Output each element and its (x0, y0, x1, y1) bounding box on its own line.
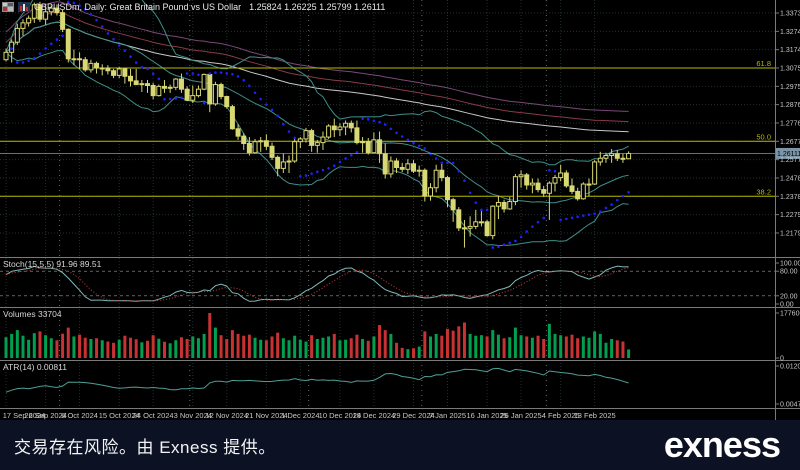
svg-text:21 Nov 2024: 21 Nov 2024 (245, 411, 288, 420)
bar-chart-icon[interactable] (18, 1, 30, 12)
svg-text:1.29755: 1.29755 (780, 84, 800, 91)
volumes-pane (4, 313, 631, 358)
candles (3, 1, 632, 248)
current-price-line: 1.26111 (0, 147, 800, 159)
svg-text:61.8: 61.8 (756, 59, 771, 68)
stoch-indicator-label: Stoch(15,5,5) 91.96 89.51 (3, 259, 102, 269)
svg-text:17 Sep 2024: 17 Sep 2024 (3, 411, 46, 420)
svg-text:50.0: 50.0 (756, 132, 771, 141)
svg-text:29 Dec 2024: 29 Dec 2024 (392, 411, 435, 420)
svg-text:20.00: 20.00 (780, 293, 798, 300)
svg-text:1.26770: 1.26770 (780, 139, 800, 146)
atr-pane (5, 367, 629, 393)
volumes-indicator-label: Volumes 33704 (3, 309, 62, 319)
svg-text:16 Jan 2025: 16 Jan 2025 (466, 411, 507, 420)
symbol-title: GBPUSDm, Daily: Great Britain Pound vs U… (34, 1, 242, 12)
svg-text:26 Sep 2024: 26 Sep 2024 (24, 411, 67, 420)
chart-window-icon[interactable] (2, 1, 14, 12)
svg-text:15 Oct 2024: 15 Oct 2024 (99, 411, 140, 420)
chart-title-bar: GBPUSDm, Daily: Great Britain Pound vs U… (2, 1, 385, 12)
svg-text:3 Nov 2024: 3 Nov 2024 (174, 411, 212, 420)
atr-indicator-label: ATR(14) 0.00811 (3, 362, 67, 372)
svg-text:80.00: 80.00 (780, 269, 798, 276)
svg-text:1.28760: 1.28760 (780, 102, 800, 109)
svg-text:1.23785: 1.23785 (780, 194, 800, 201)
fibonacci-levels: 61.8 50.0 38.2 (0, 59, 775, 197)
svg-text:12 Nov 2024: 12 Nov 2024 (205, 411, 248, 420)
chart-area[interactable]: 61.8 50.0 38.2 1.26111 1.33735 1.32740 1.31745… (0, 0, 800, 420)
svg-text:1 Dec 2024: 1 Dec 2024 (281, 411, 319, 420)
svg-text:13 Feb 2025: 13 Feb 2025 (574, 411, 616, 420)
svg-text:7 Jan 2025: 7 Jan 2025 (429, 411, 466, 420)
price-axis-labels: 1.33735 1.32740 1.31745 1.30750 1.29755 1.287… (775, 11, 800, 409)
svg-text:4 Feb 2025: 4 Feb 2025 (542, 411, 580, 420)
price-chart-canvas[interactable]: 61.8 50.0 38.2 1.26111 1.33735 1.32740 1.31745… (0, 0, 800, 420)
svg-text:10 Dec 2024: 10 Dec 2024 (319, 411, 362, 420)
bollinger-bands (5, 0, 629, 246)
grid (0, 0, 775, 408)
svg-text:19 Dec 2024: 19 Dec 2024 (353, 411, 396, 420)
svg-text:26 Jan 2025: 26 Jan 2025 (500, 411, 541, 420)
svg-text:6 Oct 2024: 6 Oct 2024 (61, 411, 98, 420)
stochastic-pane (0, 265, 775, 302)
svg-text:1.32740: 1.32740 (780, 29, 800, 36)
svg-text:1.26111: 1.26111 (777, 151, 800, 158)
axes (0, 0, 800, 420)
parabolic-sar (10, 0, 630, 249)
svg-text:1.27765: 1.27765 (780, 120, 800, 127)
exness-logo[interactable]: exness (663, 424, 781, 465)
svg-text:1.30750: 1.30750 (780, 65, 800, 72)
svg-text:1.31745: 1.31745 (780, 47, 800, 54)
ohlc-values: 1.25824 1.26225 1.25799 1.26111 (249, 1, 386, 12)
risk-disclaimer-text: 交易存在风险。由 Exness 提供。 (14, 437, 276, 457)
svg-text:38.2: 38.2 (756, 187, 771, 196)
footer-bar: 交易存在风险。由 Exness 提供。 exness (0, 420, 800, 470)
svg-text:1.22790: 1.22790 (780, 212, 800, 219)
svg-text:1.25775: 1.25775 (780, 157, 800, 164)
svg-text:177606: 177606 (780, 311, 800, 318)
svg-text:1.24780: 1.24780 (780, 175, 800, 182)
svg-text:1.33735: 1.33735 (780, 11, 800, 18)
svg-text:100.00: 100.00 (780, 261, 800, 268)
svg-text:24 Oct 2024: 24 Oct 2024 (133, 411, 174, 420)
svg-text:0.00: 0.00 (780, 302, 794, 309)
svg-text:0: 0 (780, 356, 784, 363)
moving-averages (5, 1, 629, 133)
svg-text:1.21795: 1.21795 (780, 230, 800, 237)
svg-text:0.00476: 0.00476 (780, 402, 800, 409)
